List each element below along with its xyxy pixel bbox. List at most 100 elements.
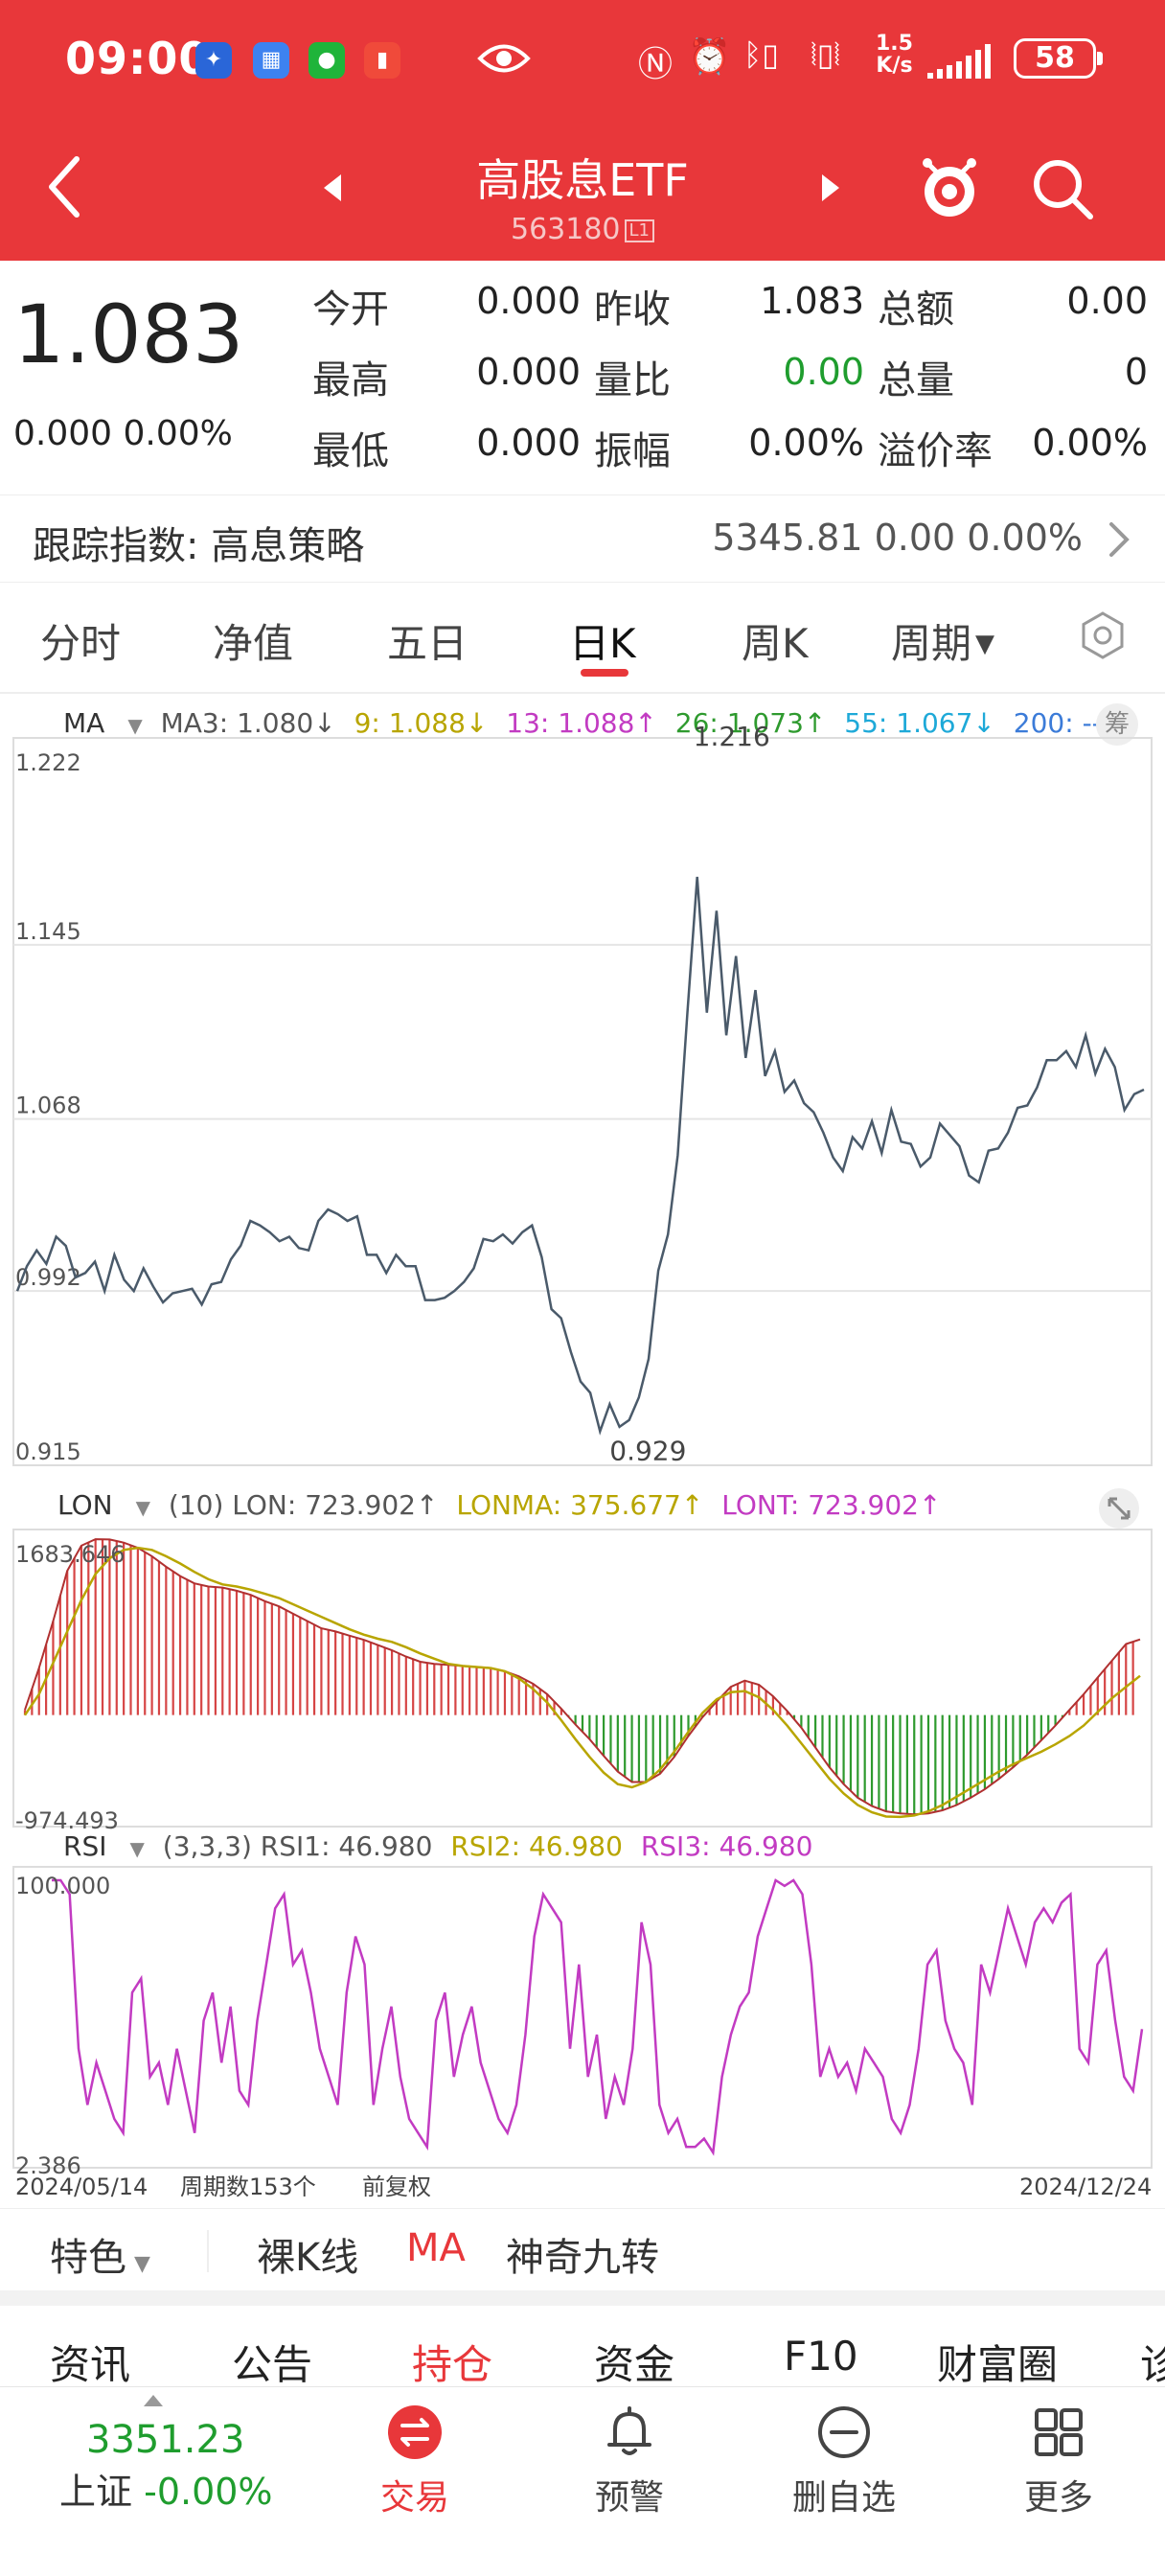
feature-magic-nine[interactable]: 神奇九转 <box>506 2236 659 2280</box>
lonma-line <box>23 1546 1141 1819</box>
tracking-index-value: 5345.81 0.00 0.00% <box>712 517 1083 559</box>
quote-value: 0.000 <box>476 422 581 464</box>
previous-stock-button[interactable] <box>318 171 347 205</box>
bluetooth-battery-icon: ᛒ▯ <box>743 36 779 73</box>
ma-legend-item: 55: 1.067↓ <box>844 707 995 739</box>
red-packet-notification-icon: ▮ <box>364 42 400 79</box>
quote-value: 0.00% <box>1032 422 1148 464</box>
status-bar: 09:00 ✦ ▦ ● ▮ Ⓝ ⏰ ᛒ▯ ⦚▯⦚ 1.5 K/s 58 <box>0 0 1165 115</box>
tab-period[interactable]: 周期 ▼ <box>891 620 995 667</box>
quote-label: 昨收 <box>594 288 671 332</box>
quote-value: 0.000 <box>476 351 581 393</box>
tracking-index-row[interactable]: 跟踪指数: 高息策略 5345.81 0.00 0.00% <box>0 494 1165 583</box>
caret-up-icon <box>144 2395 163 2406</box>
quote-value: 1.083 <box>760 280 864 322</box>
next-stock-button[interactable] <box>816 171 845 205</box>
nav-more[interactable]: 更多 <box>996 2404 1121 2519</box>
price-axis-tick: 1.145 <box>15 918 81 945</box>
feature-naked-k[interactable]: 裸K线 <box>257 2236 359 2280</box>
app-notification-icon: ✦ <box>195 42 232 79</box>
ma-legend[interactable]: MA ▼ MA3: 1.080↓ 9: 1.088↓ 13: 1.088↑ 26:… <box>63 707 1111 739</box>
status-time: 09:00 <box>65 33 211 84</box>
lon-axis-tick: -974.493 <box>15 1807 119 1834</box>
ma-legend-name: MA <box>63 707 105 739</box>
tab-five-day[interactable]: 五日 <box>387 620 468 667</box>
settings-icon[interactable] <box>1077 610 1129 661</box>
tab-news[interactable]: 资讯 <box>50 2341 131 2388</box>
nfc-icon: Ⓝ <box>638 45 674 84</box>
nav-alert[interactable]: 预警 <box>567 2404 692 2519</box>
tab-weekly-k[interactable]: 周K <box>742 620 809 667</box>
price-axis-tick: 1.222 <box>15 749 81 776</box>
network-speed: 1.5 K/s <box>876 32 913 78</box>
caret-down-icon: ▼ <box>975 630 995 658</box>
ma-legend-item: MA3: 1.080↓ <box>160 707 336 739</box>
x-axis-end-date: 2024/12/24 <box>1019 2174 1152 2200</box>
lon-panel-frame <box>12 1529 1153 1828</box>
rsi-legend-item: RSI2: 46.980 <box>450 1830 623 1862</box>
lon-legend[interactable]: LON ▼ (10) LON: 723.902↑ LONMA: 375.677↑ … <box>57 1489 950 1521</box>
tab-nav[interactable]: 净值 <box>213 620 294 667</box>
caret-down-icon: ▼ <box>135 1496 150 1519</box>
price-line <box>15 876 1145 1436</box>
rsi1-line <box>52 1878 1144 2156</box>
stock-code: 563180 L1 <box>391 213 774 246</box>
feature-bar: 特色 ▼ 裸K线 MA 神奇九转 <box>0 2208 1165 2290</box>
adjustment-label: 前复权 <box>362 2174 431 2200</box>
tab-f10[interactable]: F10 <box>784 2333 858 2380</box>
tab-daily-k[interactable]: 日K <box>569 620 636 667</box>
tab-holdings[interactable]: 持仓 <box>412 2341 493 2388</box>
divider <box>207 2230 209 2272</box>
rsi-legend[interactable]: RSI ▼ (3,3,3) RSI1: 46.980 RSI2: 46.980 R… <box>63 1830 822 1862</box>
minus-circle-icon <box>818 2406 870 2458</box>
quote-label: 总量 <box>878 358 954 402</box>
quote-label: 振幅 <box>594 429 671 473</box>
nav-trade[interactable]: 交易 <box>353 2404 477 2519</box>
mascot-icon[interactable] <box>916 153 983 226</box>
rsi-legend-item: (3,3,3) RSI1: 46.980 <box>162 1830 433 1862</box>
wechat-notification-icon: ● <box>308 42 345 79</box>
active-tab-indicator <box>581 669 628 677</box>
price-axis-tick: 1.068 <box>15 1092 81 1119</box>
nav-remove-watchlist[interactable]: 删自选 <box>782 2404 906 2519</box>
back-button[interactable] <box>40 153 88 220</box>
bell-icon <box>607 2406 651 2455</box>
expand-icon[interactable] <box>1098 1487 1140 1530</box>
ma-legend-item: 13: 1.088↑ <box>506 707 657 739</box>
eye-icon <box>477 44 531 73</box>
x-axis-start-date: 2024/05/14 <box>15 2174 148 2200</box>
feature-special[interactable]: 特色 ▼ <box>50 2236 150 2280</box>
tab-diagnosis[interactable]: 诊 <box>1140 2341 1165 2388</box>
quote-label: 溢价率 <box>878 429 993 473</box>
top-bar: 09:00 ✦ ▦ ● ▮ Ⓝ ⏰ ᛒ▯ ⦚▯⦚ 1.5 K/s 58 高股息E… <box>0 0 1165 261</box>
tab-announcements[interactable]: 公告 <box>232 2341 313 2388</box>
lon-legend-item: LONT: 723.902↑ <box>721 1489 942 1521</box>
bottom-nav: 3351.23 上证 -0.00% 交易 预警 删自选 <box>0 2386 1165 2576</box>
lon-legend-item: LONMA: 375.677↑ <box>456 1489 704 1521</box>
kline-chart-area[interactable]: 1.2221.1451.0680.9920.9151.2160.9291683.… <box>0 694 1165 2208</box>
tab-intraday[interactable]: 分时 <box>40 620 122 667</box>
tab-wealth-circle[interactable]: 财富圈 <box>937 2341 1059 2388</box>
quote-value: 0.00% <box>748 422 864 464</box>
feature-ma[interactable]: MA <box>406 2226 466 2270</box>
battery-indicator: 58 <box>1014 38 1103 79</box>
rsi-axis-tick: 100.000 <box>15 1873 110 1899</box>
price-panel-frame <box>12 737 1153 1466</box>
tab-funds[interactable]: 资金 <box>594 2341 675 2388</box>
caret-down-icon: ▼ <box>129 1837 145 1860</box>
rsi-axis-tick: 2.386 <box>15 2152 81 2179</box>
ma-legend-item: 200: -- <box>1013 707 1102 739</box>
lon-line <box>24 1538 1141 1816</box>
current-price: 1.083 <box>13 288 244 381</box>
quote-label: 今开 <box>312 288 389 332</box>
quote-value: 0.000 <box>476 280 581 322</box>
search-icon[interactable] <box>1029 155 1096 222</box>
lon-legend-item: (10) LON: 723.902↑ <box>168 1489 439 1521</box>
info-tabs: 资讯 公告 持仓 资金 F10 财富圈 诊 <box>0 2306 1165 2388</box>
quote-label: 最低 <box>312 429 389 473</box>
min-price-label: 0.929 <box>609 1436 686 1467</box>
alarm-icon: ⏰ <box>688 37 731 77</box>
lon-axis-tick: 1683.646 <box>15 1541 126 1568</box>
section-separator <box>0 2290 1165 2306</box>
max-price-label: 1.216 <box>694 721 770 752</box>
